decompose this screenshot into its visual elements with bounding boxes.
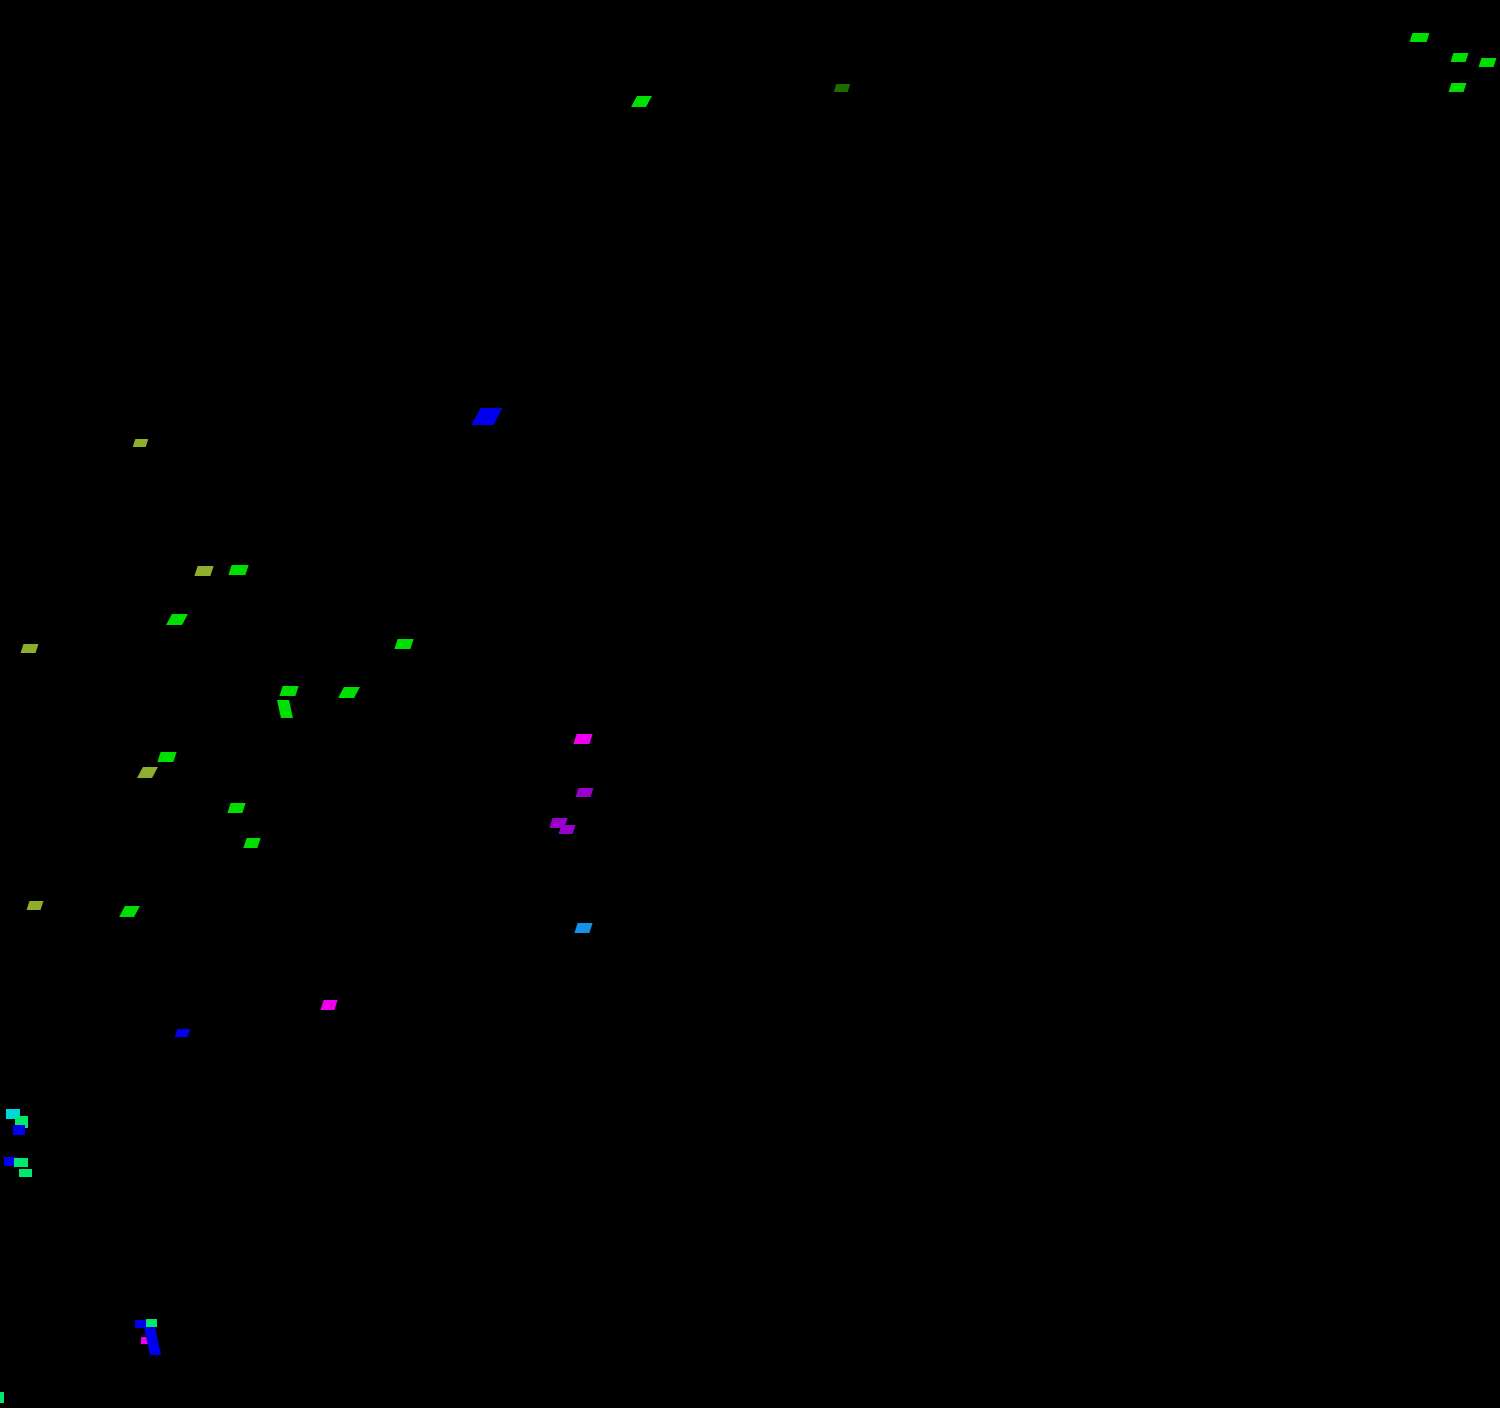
blob-green-mid-2 xyxy=(279,686,299,696)
blob-green-top-right-1 xyxy=(1409,33,1430,42)
blob-blue-center xyxy=(471,408,503,425)
blob-spring-bot-1 xyxy=(146,1319,157,1327)
blob-darkgreen-top xyxy=(833,84,851,92)
blob-chartreuse-left-2 xyxy=(194,566,214,576)
blob-green-left-2 xyxy=(166,614,188,625)
blob-green-top-center xyxy=(631,96,652,107)
blob-green-top-right-3 xyxy=(1478,58,1497,67)
blob-olive-left-2 xyxy=(26,901,44,910)
blob-blue-bl-2 xyxy=(4,1157,18,1166)
blob-magenta-2 xyxy=(320,1000,338,1010)
blob-green-left-4 xyxy=(227,803,246,813)
blob-purple-3 xyxy=(558,825,576,834)
blob-blue-bot-2 xyxy=(144,1327,161,1355)
blob-green-mid-4 xyxy=(277,700,293,718)
blob-green-left-1 xyxy=(228,565,249,575)
blob-magenta-1 xyxy=(573,734,593,744)
blob-dodgerblue-1 xyxy=(574,923,593,933)
blob-blue-bl-1 xyxy=(13,1125,25,1135)
blob-green-left-5 xyxy=(243,838,261,848)
blob-spring-bl-2 xyxy=(14,1158,28,1167)
blob-green-top-right-4 xyxy=(1448,83,1467,92)
blob-green-left-3 xyxy=(157,752,177,762)
blob-purple-1 xyxy=(575,788,594,797)
blob-spring-bl-3 xyxy=(19,1169,32,1177)
blob-spring-edge-bottom xyxy=(0,1392,4,1403)
blob-green-mid-3 xyxy=(338,687,360,698)
blob-cyan-bl-1 xyxy=(6,1109,20,1119)
blob-green-left-6 xyxy=(119,906,140,917)
blob-chartreuse-left-1 xyxy=(132,439,149,447)
blob-blue-bot-1 xyxy=(135,1320,147,1328)
blob-green-top-right-2 xyxy=(1450,53,1469,62)
blob-chartreuse-left-3 xyxy=(20,644,39,653)
blob-olive-left-1 xyxy=(137,767,158,778)
blob-green-mid-1 xyxy=(394,639,414,649)
blob-blue-left-1 xyxy=(174,1029,191,1037)
